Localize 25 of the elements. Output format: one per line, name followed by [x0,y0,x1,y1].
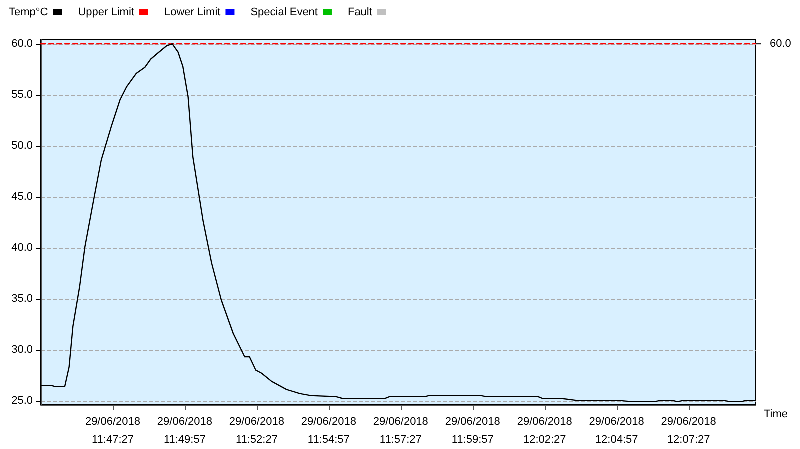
y-tick-label: 50.0 [12,140,33,152]
x-tick-label: 29/06/2018 11:47:27 [85,416,141,446]
annotation: 60.0 [770,38,792,50]
x-tick-label: 29/06/2018 12:04:57 [589,416,644,446]
y-tick-label: 40.0 [12,242,33,254]
legend-label: Temp°C [8,6,48,18]
y-tick-label: 55.0 [12,89,33,102]
x-tick-label: 29/06/2018 11:54:57 [301,416,356,446]
line-series [40,43,756,403]
y-tick-label: 30.0 [12,344,33,356]
x-tick-label: 29/06/2018 11:59:57 [445,416,500,446]
x-tick-label: 29/06/2018 11:49:57 [157,416,212,446]
x-tick-label: 29/06/2018 11:57:27 [373,416,428,446]
y-tick-label: 45.0 [12,191,33,204]
x-tick-label: 29/06/2018 12:02:27 [517,416,572,446]
y-tick-label: 25.0 [12,394,33,407]
legend-label: Special Event [250,6,318,18]
x-axis-title: Time [764,408,788,420]
legend-label: Fault [348,6,372,18]
y-tick-label: 35.0 [12,292,33,305]
legend-label: Lower Limit [164,6,221,18]
y-tick-label: 60.0 [12,38,33,50]
legend-label: Upper Limit [78,6,134,18]
x-tick-label: 29/06/2018 11:52:27 [229,416,284,446]
x-tick-label: 29/06/2018 12:07:27 [661,416,716,446]
